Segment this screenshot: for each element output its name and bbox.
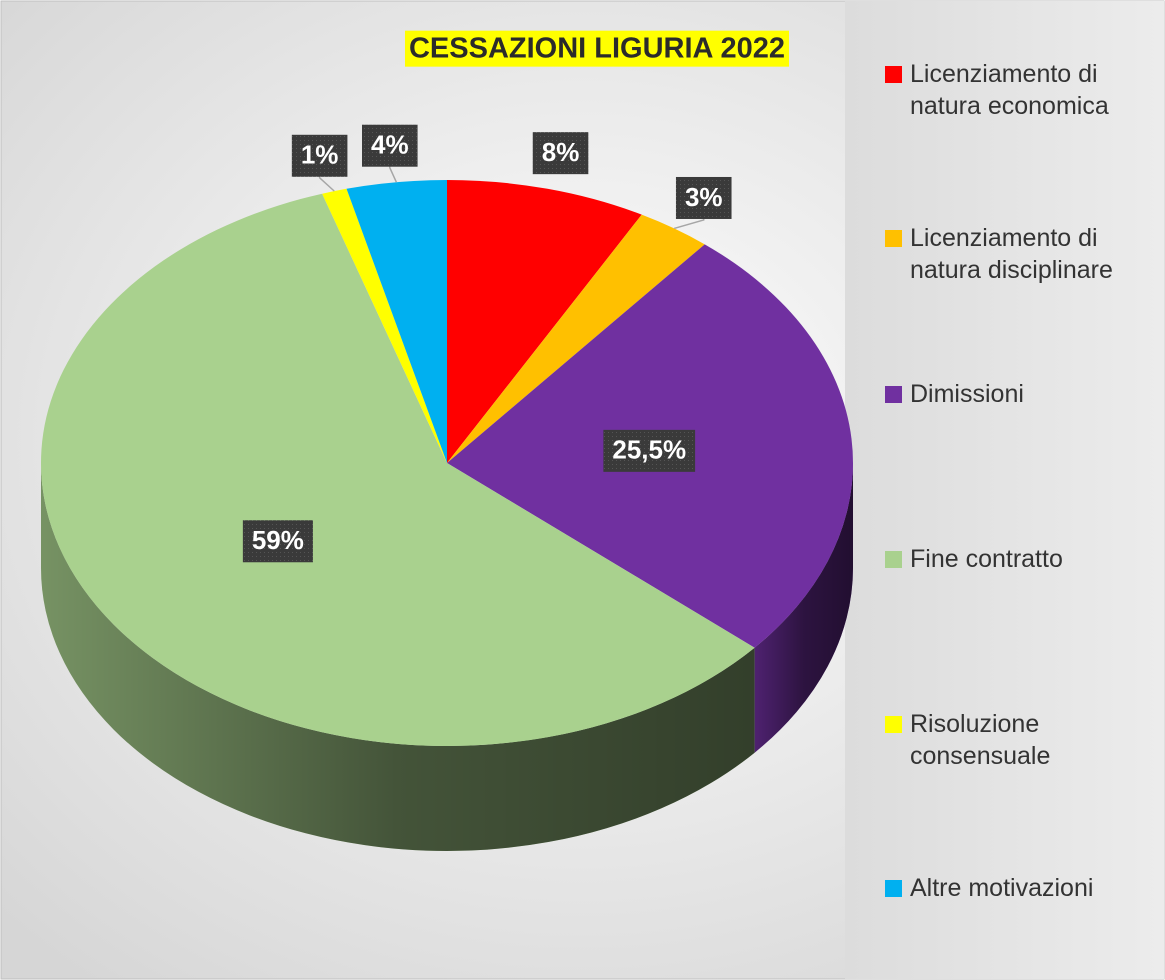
- data-label-group: 4%: [361, 124, 418, 167]
- legend-item: Risoluzione consensuale: [885, 708, 1150, 772]
- data-label-box: [291, 134, 348, 177]
- slice-side-shade: [754, 463, 853, 753]
- legend-swatch: [885, 386, 902, 403]
- legend-label: Licenziamento di natura disciplinare: [910, 224, 1113, 284]
- legend-item: Fine contratto: [885, 543, 1150, 575]
- data-label-box: [675, 176, 732, 219]
- legend-item: Licenziamento di natura economica: [885, 58, 1150, 122]
- data-label-box: [532, 132, 589, 175]
- data-label-group: 59%: [242, 520, 313, 563]
- data-label: 25,5%: [612, 435, 686, 465]
- slice: [40, 193, 755, 746]
- legend-label: Licenziamento di natura economica: [910, 60, 1109, 120]
- legend-item: Licenziamento di natura disciplinare: [885, 222, 1150, 286]
- legend-background: [845, 1, 1164, 979]
- data-label-box: [242, 520, 313, 563]
- legend-swatch: [885, 66, 902, 83]
- data-label: 8%: [542, 137, 580, 167]
- legend-item: Dimissioni: [885, 378, 1150, 410]
- slice: [322, 188, 447, 464]
- chart-title: CESSAZIONI LIGURIA 2022: [409, 33, 785, 65]
- data-label-group: 8%: [532, 132, 589, 175]
- data-label-group: 25,5%: [603, 429, 696, 472]
- legend: Licenziamento di natura economica Licenzi…: [885, 0, 1155, 980]
- slice: [346, 180, 447, 463]
- data-label-box: [361, 124, 418, 167]
- legend-label: Dimissioni: [910, 380, 1024, 408]
- slice: [447, 214, 705, 463]
- legend-item: Altre motivazioni: [885, 872, 1150, 904]
- legend-swatch: [885, 880, 902, 897]
- legend-swatch: [885, 551, 902, 568]
- data-label: 3%: [685, 182, 723, 212]
- data-label-group: 3%: [675, 176, 732, 219]
- legend-swatch: [885, 230, 902, 247]
- data-label-group: 1%: [291, 134, 348, 177]
- data-label: 59%: [252, 525, 304, 555]
- data-label: 1%: [301, 140, 339, 170]
- legend-label: Altre motivazioni: [910, 874, 1094, 902]
- data-label: 4%: [371, 130, 409, 160]
- title-highlight: [404, 30, 790, 67]
- data-label-box: [603, 429, 696, 472]
- slice: [447, 180, 642, 463]
- legend-label: Risoluzione consensuale: [910, 710, 1051, 770]
- legend-label: Fine contratto: [910, 545, 1063, 573]
- slice-side-shade: [41, 463, 755, 851]
- legend-swatch: [885, 716, 902, 733]
